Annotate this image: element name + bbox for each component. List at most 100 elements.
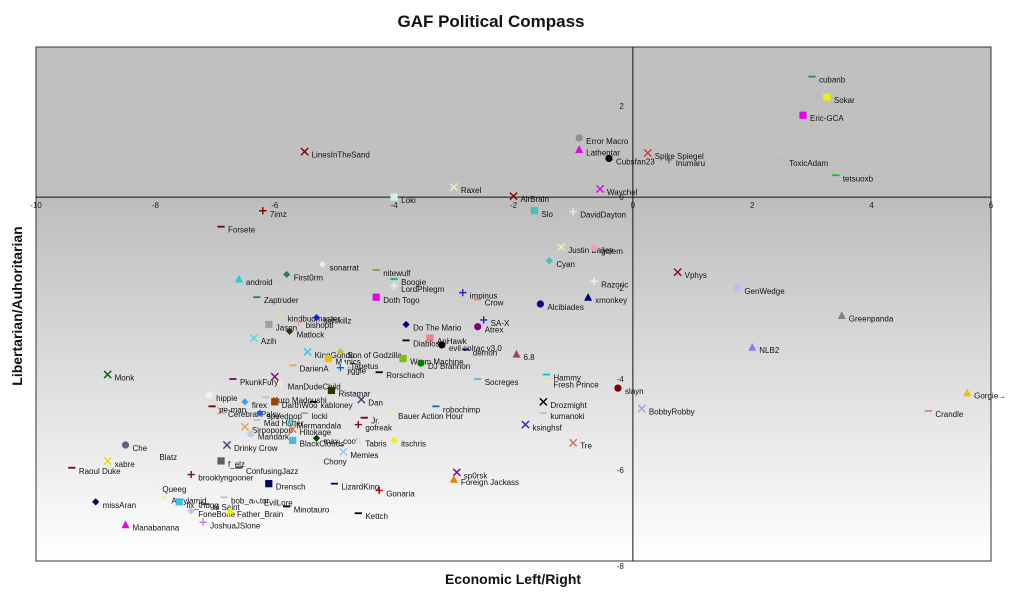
data-point: Mad Hatter <box>253 419 304 428</box>
point-marker-triangle <box>963 388 972 397</box>
plot-area-bottom <box>36 197 991 561</box>
point-label: tetsuoxb <box>843 174 874 183</box>
point-marker-diamond <box>187 507 195 515</box>
point-marker-diamond <box>312 434 321 442</box>
data-point: android <box>234 274 273 287</box>
point-marker-x <box>673 268 682 277</box>
data-point: DavidDayton <box>569 208 626 220</box>
data-point: golem <box>590 244 623 256</box>
data-point: Kettch <box>354 512 388 521</box>
point-marker-x <box>300 147 309 156</box>
point-marker-diamond <box>545 257 553 265</box>
point-label: Jr. <box>371 417 379 426</box>
point-label: Mandark <box>258 433 290 442</box>
data-point: Rorschach <box>375 371 424 380</box>
point-marker-triangle <box>312 454 321 463</box>
data-point: Jason <box>265 320 297 332</box>
point-marker-circle <box>205 391 213 399</box>
point-marker-plus <box>390 282 398 290</box>
point-label: DarienA <box>300 364 330 373</box>
data-point: Atrex <box>474 323 503 335</box>
point-label: kabloney <box>321 401 353 410</box>
data-point: f_elz <box>217 457 245 469</box>
point-label: evil solrac v3.0 <box>449 344 502 353</box>
point-marker-x <box>539 397 548 406</box>
data-point: Jr. <box>360 417 380 426</box>
data-point: Loki <box>390 193 416 205</box>
point-marker-triangle <box>339 358 348 367</box>
data-point: Drensch <box>265 480 306 492</box>
data-point: gofreak <box>354 420 393 433</box>
data-point: KingGondo <box>303 347 355 360</box>
point-marker-x <box>303 347 312 356</box>
data-point: Queeg <box>151 481 186 494</box>
point-marker-square <box>324 354 333 363</box>
point-label: bishoptl <box>306 321 334 330</box>
data-point: cubanb <box>808 76 846 85</box>
point-label: max_cool <box>324 437 358 446</box>
data-point: tetsuoxb <box>832 174 874 183</box>
point-label: Drozmight <box>550 401 587 410</box>
data-point: Fresh Prince <box>542 380 599 389</box>
point-label: android <box>246 278 273 287</box>
point-marker-square <box>372 293 380 301</box>
data-point: LizardKing <box>330 483 379 492</box>
x-tick-label: 4 <box>869 201 874 210</box>
point-marker-x <box>270 372 279 381</box>
point-marker-triangle <box>748 343 757 351</box>
x-tick-label: 2 <box>750 201 755 210</box>
point-label: Monk <box>115 374 136 383</box>
data-point: bishoptl <box>295 318 334 330</box>
point-label: f_elz <box>228 460 245 469</box>
point-label: Warm Machine <box>410 358 464 367</box>
data-point: Memies <box>339 447 378 460</box>
point-label: Memies <box>350 451 378 460</box>
x-tick-label: 0 <box>631 201 636 210</box>
point-marker-diamond <box>160 493 168 501</box>
x-tick-label: -4 <box>391 201 399 210</box>
data-point: Che <box>121 441 148 453</box>
data-points: cubanb Sokar Eric-GCA Error Macro Lathentar S… <box>68 76 1006 533</box>
point-label: Blatz <box>159 453 177 462</box>
point-marker-triangle <box>225 506 234 515</box>
data-point: sonarrat <box>318 260 360 272</box>
data-point: DarthWoo <box>271 398 318 410</box>
point-marker-x <box>240 422 250 431</box>
point-marker-triangle <box>121 520 130 529</box>
data-point: DarienA <box>289 364 329 373</box>
point-label: Tapetus <box>350 362 378 371</box>
point-marker-circle <box>121 441 130 449</box>
point-marker-square <box>733 284 741 292</box>
point-marker-triangle <box>837 311 846 319</box>
point-marker-x <box>288 424 297 434</box>
point-marker-x <box>285 418 294 427</box>
data-point: Matlock <box>286 327 325 339</box>
point-label: gofreak <box>365 424 393 433</box>
point-marker-circle <box>536 300 544 308</box>
data-point: Slo <box>530 207 554 219</box>
data-point: Manics <box>324 354 361 367</box>
data-point <box>270 372 279 381</box>
point-marker-square <box>390 193 398 201</box>
y-tick-label: -4 <box>617 375 625 384</box>
point-marker-square <box>217 457 225 465</box>
point-label: EvilLore <box>264 499 293 508</box>
data-point: Warm Machine <box>399 354 464 367</box>
data-point: Crandle <box>924 410 964 419</box>
point-label: AnHawk <box>437 337 468 346</box>
data-point: Kuro Madoushi <box>262 396 327 405</box>
point-label: Manics <box>335 358 360 367</box>
point-marker-square <box>175 498 183 506</box>
data-point: ManDudeChild <box>277 380 341 392</box>
point-label: Waychel <box>607 188 638 197</box>
point-label: Hitokage <box>300 428 332 437</box>
point-label: Hammy <box>553 374 581 383</box>
point-label: Acrylamid <box>171 496 206 505</box>
point-marker-plus <box>259 207 267 215</box>
point-label: Tabris <box>365 439 386 448</box>
data-point: BobbyRobby <box>637 404 695 417</box>
point-marker-diamond <box>283 270 291 279</box>
point-label: LordPhlegm <box>401 285 444 294</box>
point-marker-square <box>265 320 273 329</box>
point-marker-diamond <box>336 348 345 356</box>
